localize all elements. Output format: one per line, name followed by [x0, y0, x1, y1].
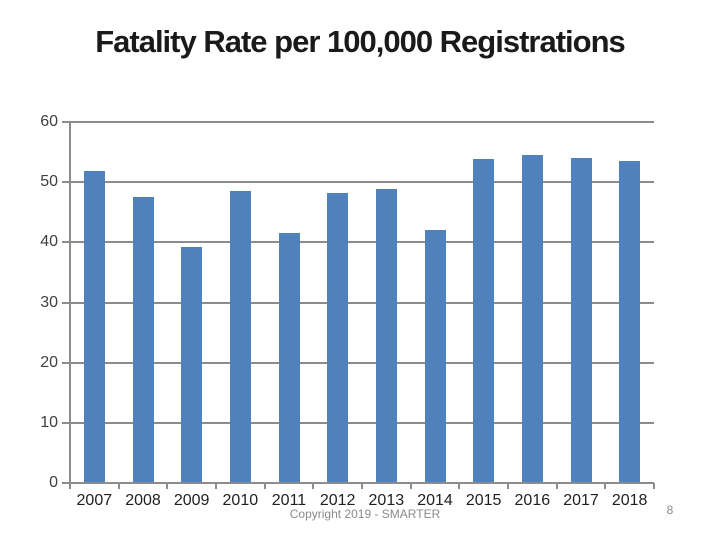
y-axis-tick-label: 0 [49, 474, 58, 491]
bar-2007 [83, 170, 105, 483]
chart-title: Fatality Rate per 100,000 Registrations [95, 24, 626, 59]
y-axis-tick-label: 30 [40, 293, 58, 311]
gridline-y20 [62, 361, 654, 364]
y-axis-tick-label: 50 [40, 173, 58, 191]
x-axis-tick-label: 2015 [465, 492, 502, 509]
x-axis-tick-label: 2014 [417, 492, 453, 509]
x-axis-tick [555, 483, 558, 489]
x-axis-tick [653, 483, 655, 489]
y-axis-tick-label: 40 [40, 233, 58, 251]
bar-2012 [327, 193, 349, 483]
bar-2009 [181, 246, 203, 483]
y-axis-tick-label: 20 [40, 353, 58, 371]
x-axis-line [62, 482, 654, 484]
x-axis-tick-label: 2008 [125, 492, 161, 509]
y-axis: 0 10 20 30 40 50 60 [20, 113, 58, 491]
bar-2014 [424, 229, 446, 483]
x-axis: 2007 2008 2009 2010 2011 2012 2013 2014 2015 2016… [70, 491, 654, 513]
x-axis-tick-label: 2009 [173, 492, 210, 509]
y-axis-tick-label: 10 [40, 413, 58, 431]
x-axis-tick [458, 483, 461, 489]
x-axis-tick [507, 483, 509, 489]
bar-2015 [473, 159, 495, 483]
x-axis-tick-label: 2010 [222, 492, 259, 509]
plot-area [62, 121, 655, 489]
x-axis-tick-label: 2012 [319, 492, 356, 509]
bar-2016 [521, 154, 543, 483]
x-axis-tick [361, 483, 363, 489]
x-axis-tick-label: 2007 [76, 492, 113, 509]
x-axis-tick-label: 2018 [611, 492, 648, 509]
x-axis-tick-label: 2011 [271, 492, 307, 509]
x-axis-tick [409, 483, 412, 489]
gridline-y30 [62, 301, 654, 304]
gridline-y10 [62, 421, 654, 424]
gridline-y40 [62, 241, 654, 244]
x-axis-tick [69, 483, 71, 489]
bar-2010 [229, 191, 251, 483]
y-axis-tick-label: 60 [40, 113, 58, 130]
gridline-y50 [62, 181, 654, 184]
footer-copyright: Copyright 2019 - SMARTER [289, 507, 441, 521]
x-axis-tick-label: 2016 [514, 492, 551, 509]
bar-2008 [132, 197, 154, 483]
bar-2018 [619, 160, 641, 483]
page-number: 8 [666, 503, 674, 517]
y-axis-line [69, 122, 71, 489]
bar-2013 [375, 188, 397, 483]
x-axis-tick [215, 483, 217, 489]
x-axis-tick [117, 483, 120, 489]
x-axis-tick-label: 2013 [368, 492, 405, 509]
bar-2017 [570, 158, 592, 483]
x-axis-tick [312, 483, 315, 489]
bar-2011 [278, 233, 300, 483]
x-axis-tick-label: 2017 [563, 492, 599, 509]
gridline-y60 [62, 121, 654, 123]
x-axis-tick [263, 483, 266, 489]
x-axis-tick [166, 483, 169, 489]
x-axis-tick [604, 483, 607, 489]
